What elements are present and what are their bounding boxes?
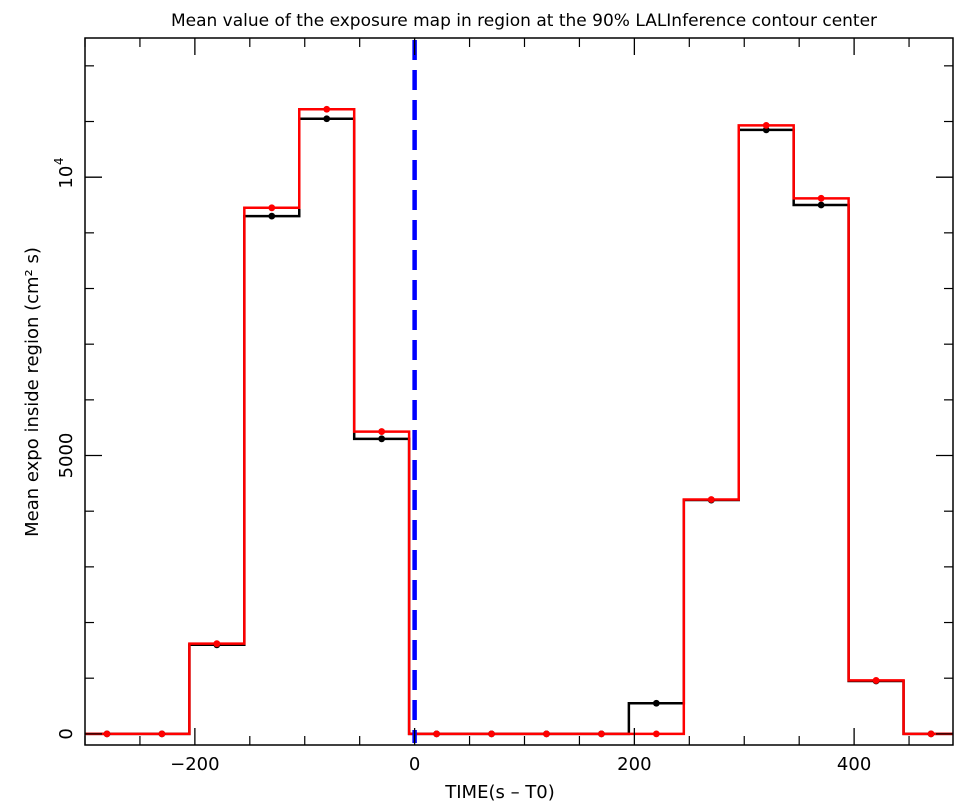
y-axis-ticks: 0 5000 104 — [52, 65, 953, 740]
x-axis-ticks: −200 0 200 400 — [84, 38, 910, 775]
x-tick-label: −200 — [170, 754, 219, 775]
chart-title: Mean value of the exposure map in region… — [171, 11, 877, 31]
data-point-s2-2 — [158, 730, 166, 738]
data-point-s2-4 — [268, 204, 276, 212]
data-point-s1-5 — [323, 115, 331, 123]
data-point-s1-11 — [652, 699, 660, 707]
x-axis-label: TIME(s – T0) — [444, 782, 555, 803]
data-point-s2-14 — [817, 194, 825, 202]
x-tick-label: 400 — [837, 754, 871, 775]
data-point-s2-10 — [598, 730, 605, 738]
x-tick-label: 200 — [617, 754, 651, 775]
data-point-s2-7 — [433, 730, 440, 738]
y-tick-label: 0 — [56, 728, 77, 739]
x-tick-label: 0 — [409, 754, 420, 775]
data-point-s2-12 — [707, 496, 715, 503]
y-axis-label: Mean expo inside region (cm² s) — [22, 247, 43, 537]
y-tick-label: 5000 — [56, 433, 77, 479]
data-point-s1-4 — [268, 212, 276, 220]
y-tick-exponent: 4 — [52, 158, 66, 166]
data-point-s2-1 — [103, 730, 111, 738]
data-point-s2-6 — [378, 428, 386, 435]
data-point-s2-5 — [323, 105, 331, 113]
plot-frame — [84, 37, 954, 746]
data-point-s2-16 — [927, 730, 935, 738]
data-point-s2-15 — [872, 677, 880, 684]
data-point-s2-13 — [762, 122, 770, 129]
data-point-s1-14 — [817, 201, 825, 209]
y-tick-label: 10 — [56, 166, 77, 189]
data-point-s2-8 — [488, 730, 495, 738]
data-point-s2-9 — [543, 730, 550, 738]
plot-series — [85, 40, 953, 743]
plot-points — [103, 105, 935, 738]
data-point-s1-6 — [378, 435, 386, 443]
data-point-s2-11 — [652, 730, 660, 738]
series-line-2 — [85, 108, 953, 736]
data-point-s2-3 — [213, 640, 221, 648]
